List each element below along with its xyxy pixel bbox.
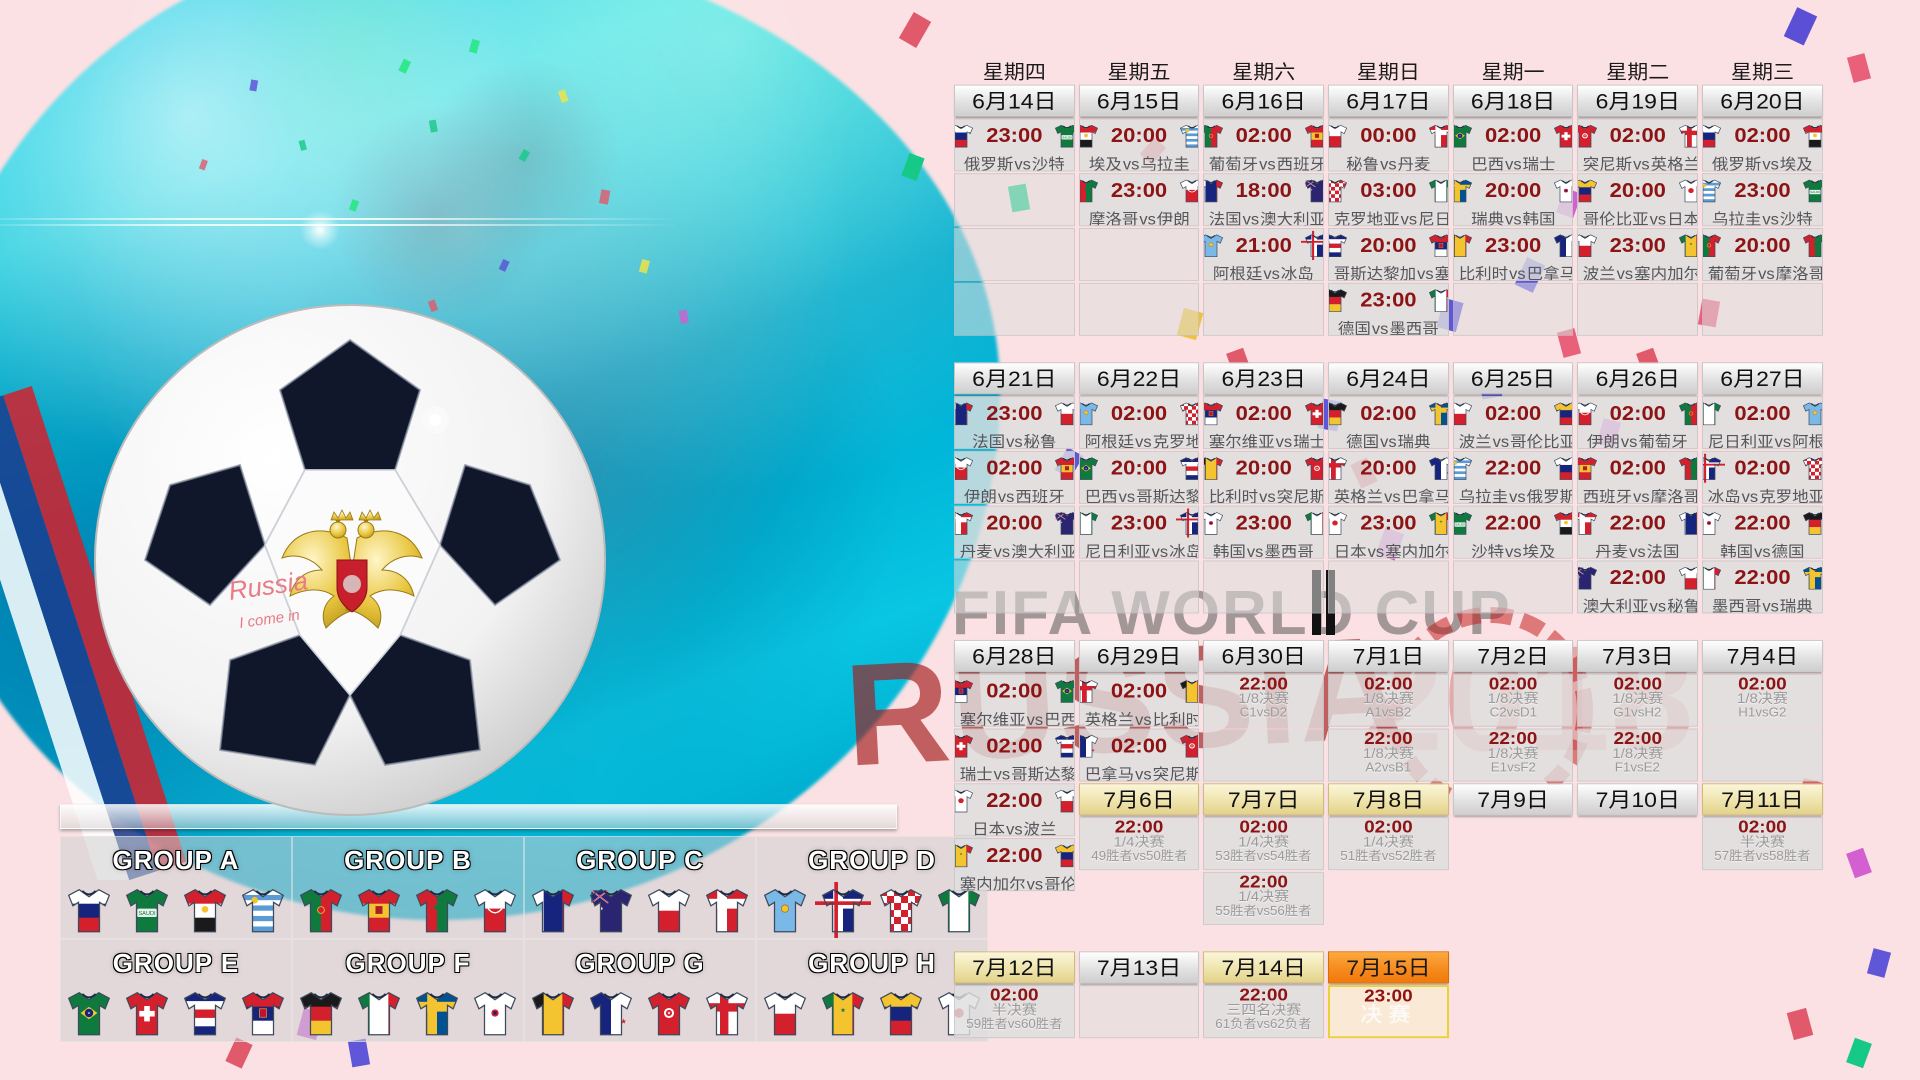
svg-text:SAUDI: SAUDI [1062,136,1072,140]
svg-text:SAUDI: SAUDI [1811,190,1821,194]
svg-text:SAUDI: SAUDI [1455,523,1465,527]
